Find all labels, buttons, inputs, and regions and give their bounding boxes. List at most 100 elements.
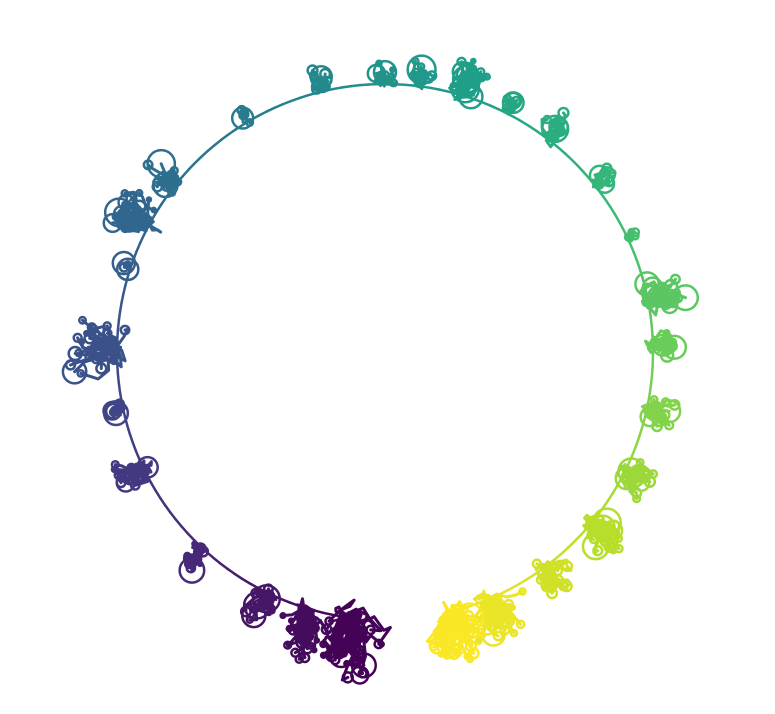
hairpin-loop [88, 323, 99, 335]
hairpin-loop [416, 62, 426, 71]
backbone-segment [601, 499, 610, 510]
hairpin-loop [635, 457, 645, 467]
hairpin-loop [417, 71, 424, 79]
backbone-segment [633, 253, 640, 265]
backbone-segment [220, 133, 230, 141]
backbone-segment [227, 128, 238, 136]
stem [646, 295, 667, 301]
hairpin-loop [509, 604, 517, 611]
hairpin-loop [191, 540, 198, 548]
hairpin-loop [665, 333, 673, 341]
hairpin-loop [493, 622, 501, 630]
hairpin-loop [648, 341, 658, 351]
backbone-segment [163, 504, 172, 514]
stem [506, 99, 518, 116]
hairpin-loop [95, 362, 108, 375]
hairpin-loop [668, 399, 681, 411]
hairpin-loop [482, 72, 492, 81]
stem [122, 261, 132, 270]
stem [646, 289, 687, 301]
hairpin-loop [76, 368, 86, 378]
hairpin-loop [671, 284, 700, 312]
hairpin-loop [313, 637, 321, 644]
backbone-segment [332, 86, 344, 91]
hairpin-loop [115, 472, 136, 493]
hairpin-loop [357, 668, 368, 679]
backbone-segment [650, 366, 654, 378]
hairpin-loop [552, 574, 565, 586]
backbone-segment [135, 242, 142, 253]
backbone-segment [218, 561, 229, 570]
hairpin-loop [178, 556, 206, 584]
backbone-segment [126, 424, 132, 436]
backbone-segment [500, 587, 512, 595]
hairpin-loop [340, 621, 349, 630]
backbone-segment [265, 106, 276, 113]
stem [193, 545, 203, 566]
hairpin-loop [607, 168, 617, 178]
hairpin-loop [150, 206, 158, 214]
hairpin-loop [504, 91, 523, 110]
stem [240, 108, 250, 124]
stem [540, 565, 553, 584]
hairpin-loop [542, 114, 552, 125]
backbone-segment [582, 170, 591, 180]
stem [137, 205, 151, 226]
hairpin-loop [236, 104, 248, 116]
stem [589, 522, 620, 542]
backbone-segment [516, 579, 527, 587]
backbone-segment [569, 158, 579, 167]
backbone-segment [604, 198, 612, 209]
stem [622, 467, 635, 480]
stem [334, 605, 352, 628]
hairpin-loop [603, 541, 616, 553]
backbone-segment [206, 143, 216, 153]
hairpin-loop [592, 513, 605, 527]
hairpin-loop [651, 420, 664, 433]
stem [651, 335, 671, 348]
backbone-segment [116, 372, 120, 384]
backbone-segment [563, 151, 573, 161]
backbone-segment [520, 120, 531, 128]
hairpin-loop [649, 395, 659, 404]
stem [383, 80, 396, 86]
hairpin-loop [119, 324, 131, 336]
hairpin-loop [379, 70, 391, 82]
backbone-segment [193, 155, 203, 165]
backbone-segment [566, 540, 576, 550]
stem [646, 344, 663, 354]
hairpin-loop [325, 618, 353, 646]
backbone-segment [611, 484, 619, 495]
backbone-segment [576, 164, 585, 174]
hairpin-loop [548, 584, 557, 593]
hairpin-loop [332, 631, 355, 654]
backbone-segment [618, 221, 626, 232]
backbone-segment [122, 283, 127, 296]
stem [123, 222, 151, 234]
hairpin-loop [375, 59, 383, 68]
backbone-segment [186, 531, 195, 541]
hairpin-loop [320, 623, 333, 636]
hairpin-loop [668, 290, 680, 301]
backbone-segment [553, 552, 563, 561]
hairpin-loop [325, 650, 338, 663]
hairpin-loop [509, 628, 519, 638]
backbone-segment [225, 567, 236, 575]
backbone-segment [118, 389, 123, 401]
hairpin-loop [551, 134, 560, 143]
backbone-segment [240, 577, 251, 585]
stem [432, 610, 453, 648]
backbone-segment [634, 436, 641, 447]
hairpin-loop [389, 78, 399, 88]
backbone-segment [273, 103, 285, 110]
backbone-segment [650, 322, 654, 334]
hairpin-loop [499, 624, 511, 636]
hairpin-loop [135, 188, 144, 198]
backbone-segment [174, 518, 183, 528]
backbone-segment [559, 546, 569, 556]
hairpin-loop [373, 76, 383, 86]
hairpin-loop [365, 624, 377, 636]
hairpin-loop [61, 358, 88, 385]
hairpin-loop [617, 457, 646, 486]
backbone-segment [556, 146, 566, 155]
